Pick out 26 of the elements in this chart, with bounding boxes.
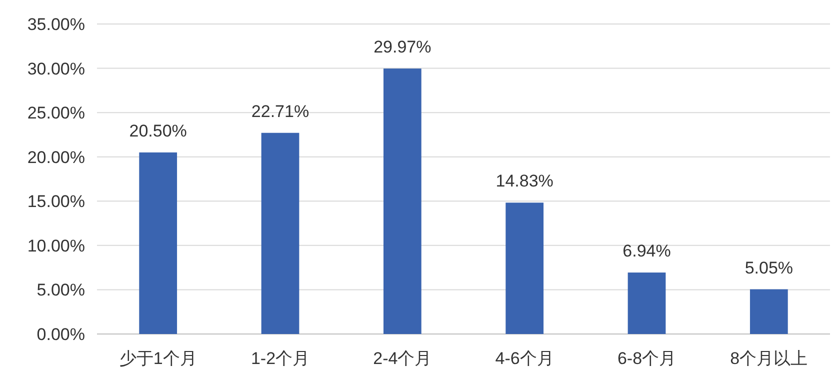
y-tick-label: 25.00% xyxy=(27,104,85,123)
y-tick-label: 5.00% xyxy=(36,280,85,300)
y-tick-label: 30.00% xyxy=(27,59,85,78)
bar xyxy=(506,202,544,334)
data-label: 14.83% xyxy=(496,172,554,191)
x-tick-label: 少于1个月 xyxy=(119,349,197,368)
data-label: 22.71% xyxy=(251,102,310,121)
y-tick-label: 10.00% xyxy=(27,236,85,256)
y-tick-label: 35.00% xyxy=(27,15,85,34)
y-tick-label: 0.00% xyxy=(36,325,85,344)
bar xyxy=(139,152,178,334)
x-tick-label: 8个月以上 xyxy=(730,349,808,368)
bar xyxy=(383,68,422,334)
y-tick-label: 20.00% xyxy=(27,148,85,167)
y-tick-label: 15.00% xyxy=(27,192,85,212)
x-tick-label: 6-8个月 xyxy=(617,349,676,368)
data-label: 5.05% xyxy=(744,258,794,278)
data-label: 29.97% xyxy=(374,38,432,57)
data-label: 20.50% xyxy=(129,121,187,140)
bar xyxy=(261,132,300,334)
data-label: 6.94% xyxy=(622,242,671,261)
x-tick-label: 4-6个月 xyxy=(495,349,554,368)
x-tick-label: 2-4个月 xyxy=(373,349,432,368)
bar xyxy=(628,272,666,334)
x-tick-label: 1-2个月 xyxy=(250,349,310,368)
bar xyxy=(750,289,788,334)
